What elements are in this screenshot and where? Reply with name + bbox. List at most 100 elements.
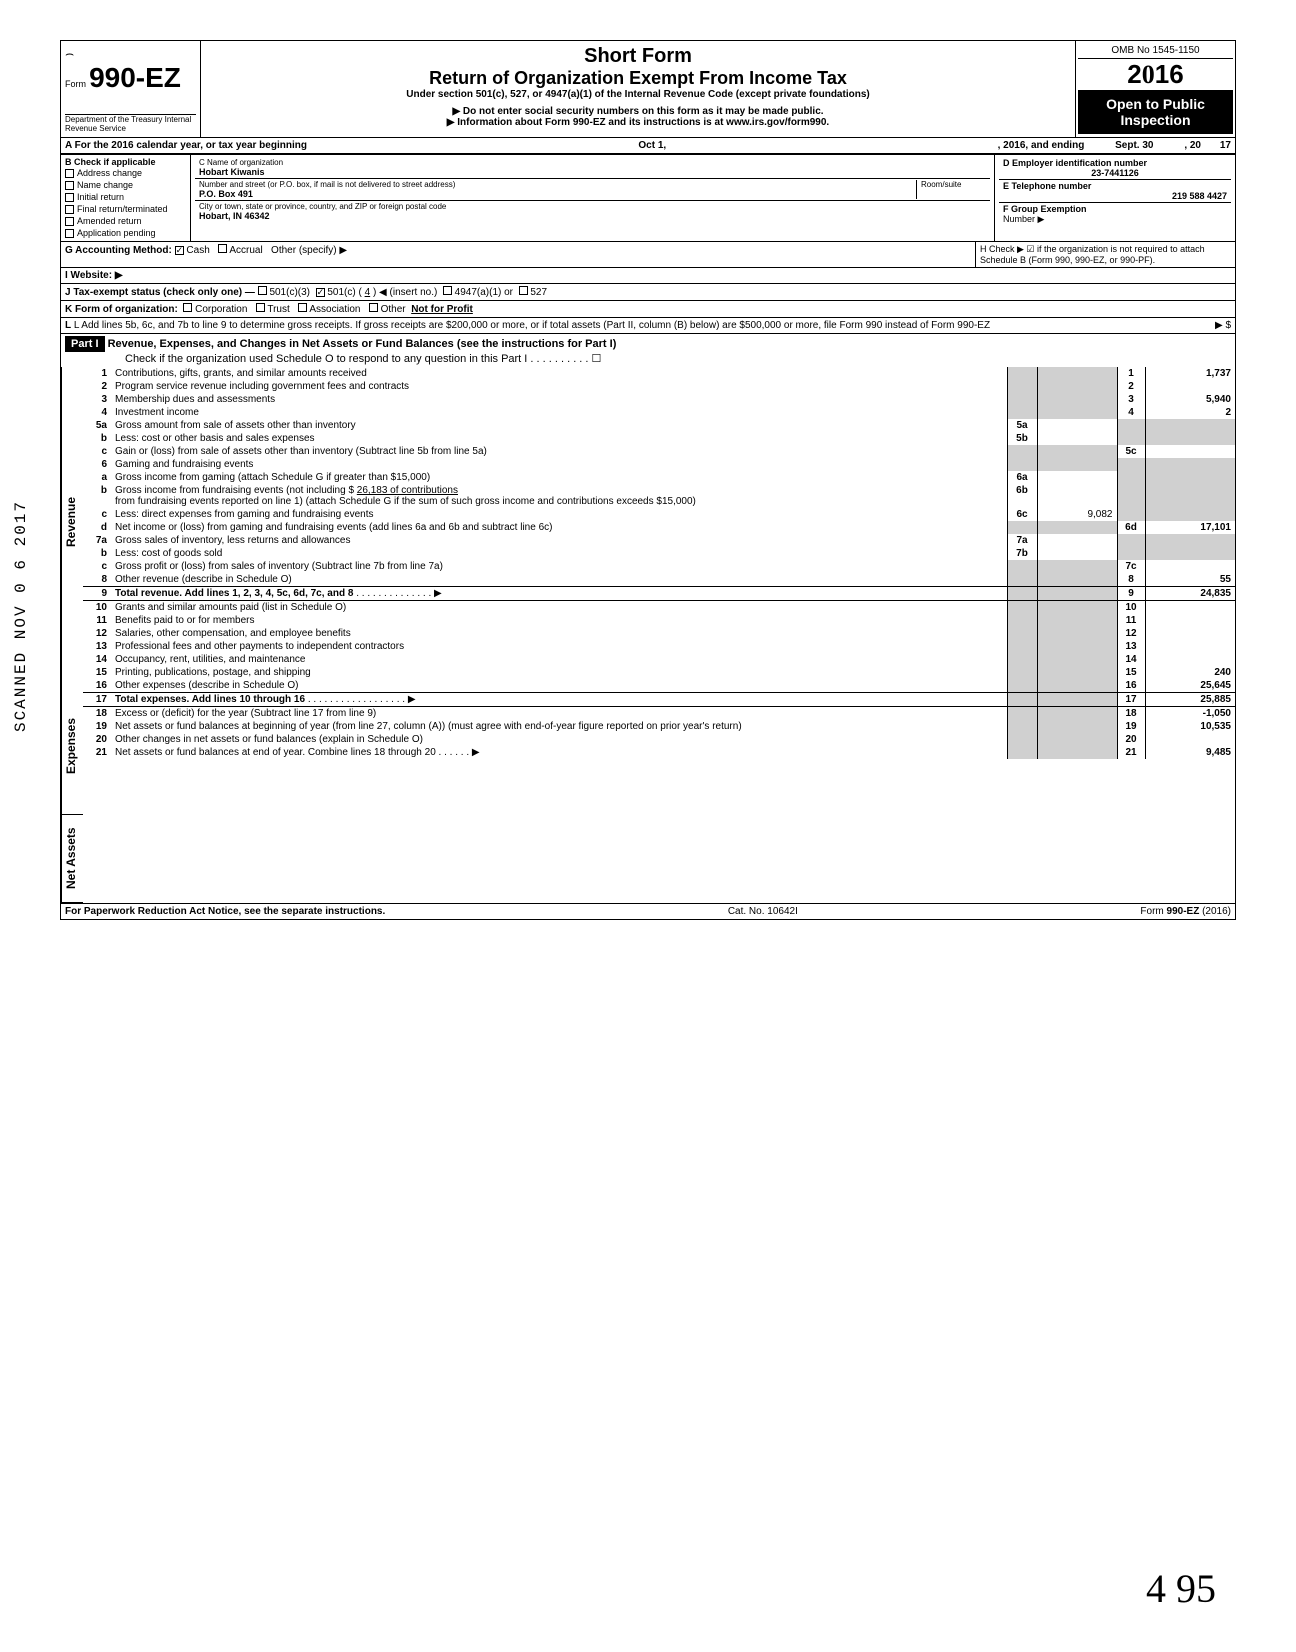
cb-amended[interactable]: Amended return (65, 215, 186, 227)
revenue-label: Revenue (61, 367, 83, 677)
f-label: F Group Exemption (1003, 204, 1087, 214)
line-9: Total revenue. Add lines 1, 2, 3, 4, 5c,… (111, 587, 1007, 601)
i-line: I Website: ▶ (61, 268, 1235, 284)
c-label: C Name of organization (199, 158, 986, 167)
cb-527[interactable] (519, 286, 528, 295)
cb-pending[interactable]: Application pending (65, 227, 186, 239)
org-city: Hobart, IN 46342 (199, 211, 986, 221)
line-13: Professional fees and other payments to … (111, 640, 1007, 653)
addr-label: Number and street (or P.O. box, if mail … (199, 180, 916, 189)
line-10: Grants and similar amounts paid (list in… (111, 601, 1007, 615)
line-12: Salaries, other compensation, and employ… (111, 627, 1007, 640)
header-row: ⌢ Form 990-EZ Department of the Treasury… (61, 41, 1235, 138)
cb-trust[interactable] (256, 303, 265, 312)
j-line: J Tax-exempt status (check only one) — 5… (61, 284, 1235, 301)
section-b: B Check if applicable Address change Nam… (61, 155, 191, 241)
subtitle: Under section 501(c), 527, or 4947(a)(1)… (209, 89, 1067, 100)
title-cell: Short Form Return of Organization Exempt… (201, 41, 1075, 137)
line-20: Other changes in net assets or fund bala… (111, 733, 1007, 746)
f-label2: Number ▶ (1003, 214, 1044, 224)
e-label: E Telephone number (1003, 181, 1227, 191)
handwritten-note: 4 95 (1146, 1565, 1216, 1612)
omb-number: OMB No 1545-1150 (1078, 43, 1233, 59)
line-17: Total expenses. Add lines 10 through 16 … (111, 693, 1007, 707)
cb-final-return[interactable]: Final return/terminated (65, 203, 186, 215)
line-7a: Gross sales of inventory, less returns a… (111, 534, 1007, 547)
netassets-label: Net Assets (61, 815, 83, 903)
line-8: Other revenue (describe in Schedule O) (111, 573, 1007, 587)
cb-accrual[interactable] (218, 244, 227, 253)
org-address: P.O. Box 491 (199, 189, 916, 199)
line-7b: Less: cost of goods sold (111, 547, 1007, 560)
cb-501c3[interactable] (258, 286, 267, 295)
right-info: D Employer identification number 23-7441… (995, 155, 1235, 241)
line-7c: Gross profit or (loss) from sales of inv… (111, 560, 1007, 573)
a-year-prefix: , 20 (1184, 140, 1201, 151)
phone: 219 588 4427 (1003, 191, 1227, 201)
cb-cash[interactable] (175, 246, 184, 255)
l-line: L L Add lines 5b, 6c, and 7b to line 9 t… (61, 318, 1235, 333)
cb-other[interactable] (369, 303, 378, 312)
city-label: City or town, state or province, country… (199, 202, 986, 211)
section-c: C Name of organization Hobart Kiwanis Nu… (191, 155, 995, 241)
year-end-month: Sept. 30 (1084, 140, 1184, 151)
h-text: H Check ▶ ☑ if the organization is not r… (975, 242, 1235, 267)
org-name: Hobart Kiwanis (199, 167, 986, 177)
line-6b: Gross income from fundraising events (no… (111, 484, 1007, 508)
year-end: 17 (1201, 140, 1231, 151)
scanned-stamp: SCANNED NOV 0 6 2017 (12, 500, 30, 732)
info-link: ▶ Information about Form 990-EZ and its … (209, 117, 1067, 128)
g-label: G Accounting Method: (65, 245, 172, 256)
line-6c: Less: direct expenses from gaming and fu… (111, 508, 1007, 521)
expenses-label: Expenses (61, 677, 83, 815)
tax-year: 2016 (1078, 59, 1233, 90)
line-5c: Gain or (loss) from sale of assets other… (111, 445, 1007, 458)
line-14: Occupancy, rent, utilities, and maintena… (111, 653, 1007, 666)
line-6: Gaming and fundraising events (111, 458, 1007, 471)
k-line: K Form of organization: Corporation Trus… (61, 301, 1235, 318)
omb-cell: OMB No 1545-1150 2016 Open to Public Ins… (1075, 41, 1235, 137)
footer-right: Form 990-EZ (2016) (1140, 906, 1231, 917)
cb-corp[interactable] (183, 303, 192, 312)
dept-label: Department of the Treasury Internal Reve… (65, 114, 196, 133)
cb-name-change[interactable]: Name change (65, 179, 186, 191)
room-label: Room/suite (916, 180, 986, 199)
ein: 23-7441126 (1003, 168, 1227, 178)
line-11: Benefits paid to or for members (111, 614, 1007, 627)
cb-initial-return[interactable]: Initial return (65, 191, 186, 203)
cb-address-change[interactable]: Address change (65, 167, 186, 179)
line-19: Net assets or fund balances at beginning… (111, 720, 1007, 733)
form-number: 990-EZ (89, 62, 181, 93)
cb-501c[interactable] (316, 288, 325, 297)
part1-header: Part I Revenue, Expenses, and Changes in… (61, 333, 1235, 367)
a-mid: , 2016, and ending (998, 140, 1085, 151)
line-4: Investment income (111, 406, 1007, 419)
d-label: D Employer identification number (1003, 158, 1227, 168)
line-6a: Gross income from gaming (attach Schedul… (111, 471, 1007, 484)
part1-title: Revenue, Expenses, and Changes in Net As… (108, 338, 617, 350)
lines-section: Revenue Expenses Net Assets 1Contributio… (61, 367, 1235, 903)
line-5b: Less: cost or other basis and sales expe… (111, 432, 1007, 445)
ssn-warning: ▶ Do not enter social security numbers o… (209, 106, 1067, 117)
g-h-row: G Accounting Method: Cash Accrual Other … (61, 242, 1235, 268)
line-5a: Gross amount from sale of assets other t… (111, 419, 1007, 432)
lines-table: 1Contributions, gifts, grants, and simil… (83, 367, 1235, 759)
b-title: B Check if applicable (65, 157, 186, 167)
line-21: Net assets or fund balances at end of ye… (111, 746, 1007, 759)
a-label: A For the 2016 calendar year, or tax yea… (65, 140, 307, 151)
part1-check: Check if the organization used Schedule … (65, 352, 1231, 365)
footer-left: For Paperwork Reduction Act Notice, see … (65, 906, 385, 917)
form-990ez: ⌢ Form 990-EZ Department of the Treasury… (60, 40, 1236, 920)
line-15: Printing, publications, postage, and shi… (111, 666, 1007, 679)
line-1: Contributions, gifts, grants, and simila… (111, 367, 1007, 380)
cb-assoc[interactable] (298, 303, 307, 312)
footer: For Paperwork Reduction Act Notice, see … (61, 903, 1235, 919)
form-number-cell: ⌢ Form 990-EZ Department of the Treasury… (61, 41, 201, 137)
org-info-section: B Check if applicable Address change Nam… (61, 154, 1235, 242)
short-form-title: Short Form (209, 45, 1067, 68)
form-prefix: Form (65, 79, 86, 89)
year-begin: Oct 1, (307, 140, 998, 151)
cb-4947[interactable] (443, 286, 452, 295)
line-16: Other expenses (describe in Schedule O) (111, 679, 1007, 693)
line-2: Program service revenue including govern… (111, 380, 1007, 393)
